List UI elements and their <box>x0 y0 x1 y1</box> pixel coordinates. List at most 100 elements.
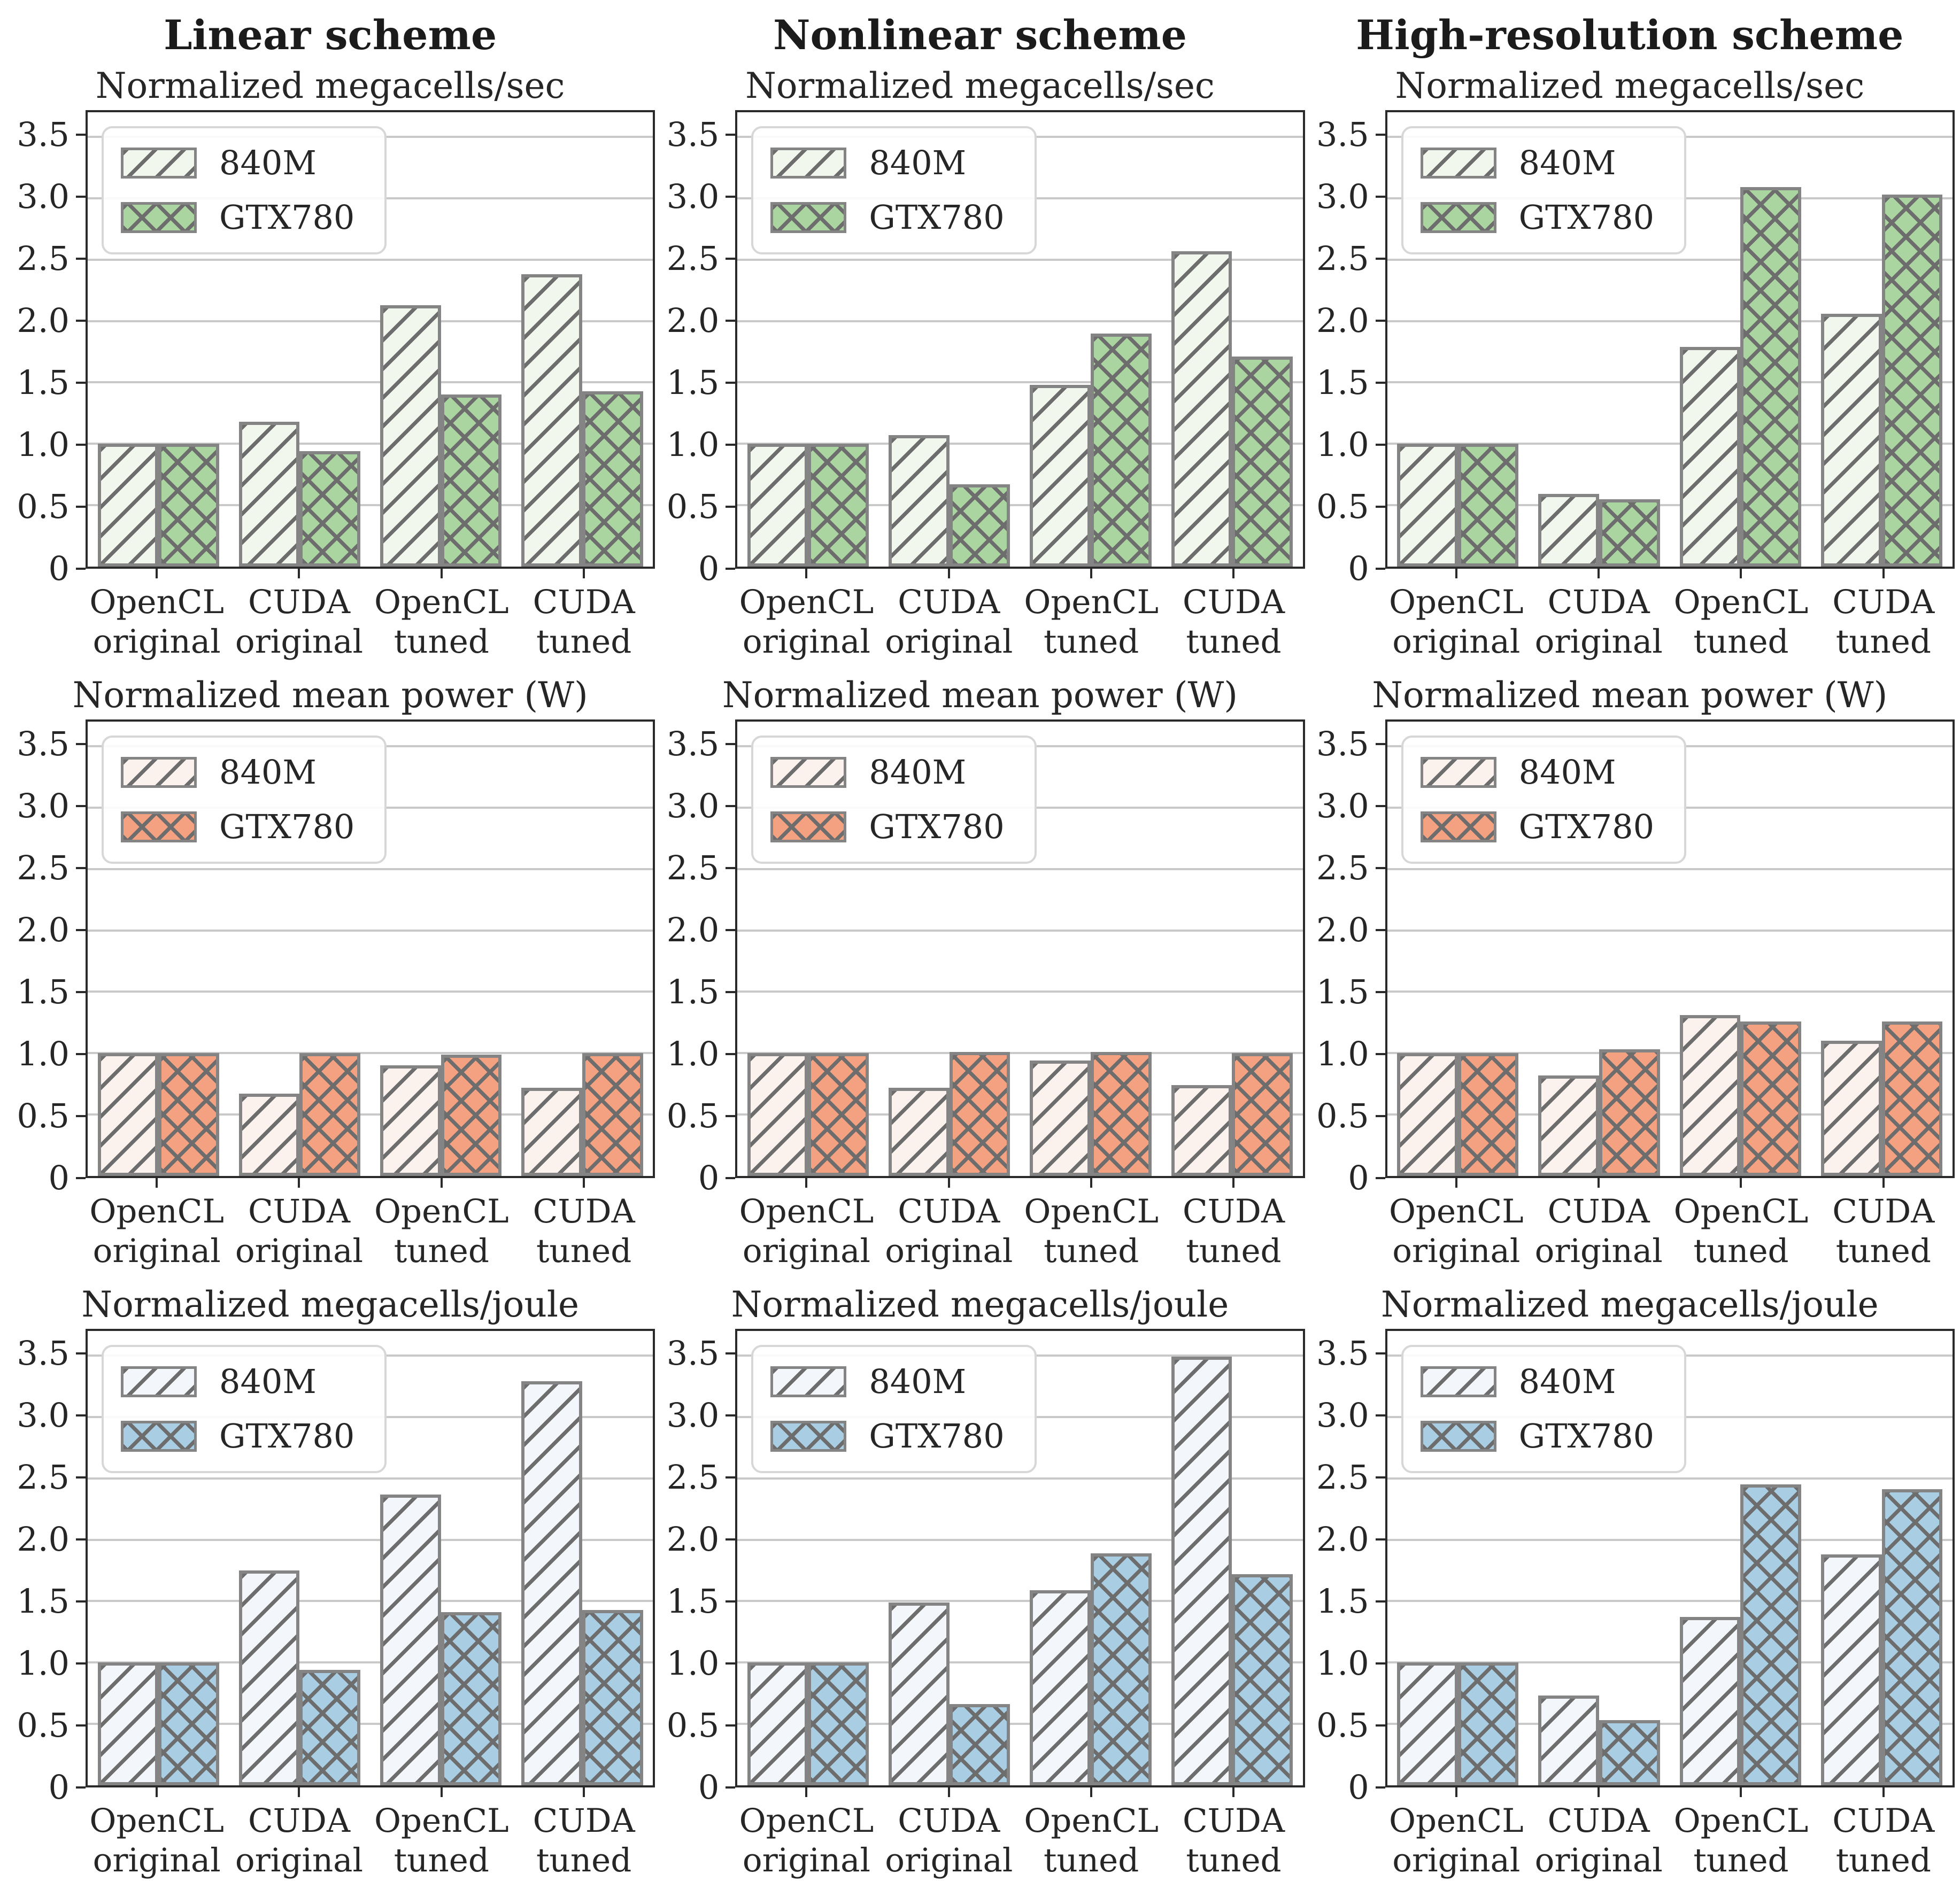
x-tick-label: OpenCL original <box>1389 583 1524 661</box>
column-title: High-resolution scheme <box>1356 11 1904 59</box>
x-tick-mark <box>583 1178 585 1188</box>
gridline <box>1387 1477 1953 1480</box>
y-tick-label: 3.5 <box>666 115 720 154</box>
x-tick-label: CUDA tuned <box>533 1193 635 1271</box>
legend: 840M GTX780 <box>751 126 1037 254</box>
x-tick-mark <box>1740 1178 1742 1188</box>
y-tick-mark <box>726 1352 736 1355</box>
y-tick-label: 0 <box>1348 1768 1369 1807</box>
y-tick-label: 1.0 <box>666 425 720 465</box>
chart-highres-mean-power: Normalized mean power (W) 0 0.5 1.0 1.5 2.0 2… <box>1305 671 1955 1270</box>
y-tick-label: 3.5 <box>666 724 720 764</box>
x-tick-mark <box>805 569 808 578</box>
chart-nonlinear-mean-power: Normalized mean power (W) 0 0.5 1.0 1.5 2.0 2… <box>655 671 1305 1270</box>
y-tick-mark <box>1375 1352 1385 1355</box>
gridline <box>1387 990 1953 993</box>
legend: 840M GTX780 <box>102 1345 387 1473</box>
gridline <box>737 504 1303 507</box>
x-tick-mark <box>805 1178 808 1188</box>
bar-840m-1 <box>889 1602 950 1785</box>
x-tick-mark <box>1090 1787 1093 1797</box>
legend-label-gtx780: GTX780 <box>869 1416 1005 1456</box>
y-tick-mark <box>726 444 736 446</box>
y-tick-label: 2.0 <box>17 910 70 950</box>
x-tick-label: CUDA original <box>885 1802 1013 1880</box>
x-tick-label: CUDA tuned <box>533 1802 635 1880</box>
x-tick-label: OpenCL original <box>89 1802 224 1880</box>
bar-840m-0 <box>1397 1662 1458 1785</box>
y-tick-mark <box>726 1053 736 1056</box>
y-tick-label: 2.5 <box>17 848 70 888</box>
plot-area: 840M GTX780 <box>735 719 1305 1178</box>
gridline <box>1387 258 1953 261</box>
y-tick-label: 1.0 <box>17 425 70 465</box>
y-tick-mark <box>726 1786 736 1789</box>
y-tick-mark <box>726 929 736 932</box>
x-tick-mark <box>1598 1178 1600 1188</box>
chart-linear-mean-power: Normalized mean power (W) 0 0.5 1.0 1.5 2.0 2… <box>5 671 655 1270</box>
y-tick-label: 0 <box>1348 549 1369 588</box>
legend-label-840m: 840M <box>219 1362 317 1401</box>
y-tick-mark <box>76 196 86 198</box>
legend-swatch-840m <box>1420 1366 1496 1397</box>
bar-840m-2 <box>1679 1617 1741 1785</box>
chart-title: Normalized megacells/joule <box>1380 1284 1879 1325</box>
bar-840m-3 <box>521 1087 583 1176</box>
chart-title: Normalized megacells/joule <box>731 1284 1229 1325</box>
legend-label-gtx780: GTX780 <box>869 198 1005 237</box>
x-tick-label: OpenCL tuned <box>1024 1193 1159 1271</box>
bar-gtx780-3 <box>1881 1021 1943 1176</box>
x-tick-mark <box>1090 569 1093 578</box>
y-tick-mark <box>76 1662 86 1665</box>
x-tick-mark <box>1090 1178 1093 1188</box>
legend-item-840m: 840M <box>121 756 354 789</box>
legend-item-840m: 840M <box>121 1365 354 1398</box>
x-tick-label: CUDA tuned <box>1182 1802 1285 1880</box>
y-tick-mark <box>1375 506 1385 508</box>
bar-gtx780-1 <box>1599 1049 1660 1176</box>
y-tick-mark <box>1375 1115 1385 1118</box>
legend-item-gtx780: GTX780 <box>121 1420 354 1453</box>
y-tick-mark <box>726 1476 736 1479</box>
y-tick-label: 2.0 <box>666 301 720 340</box>
x-tick-label: OpenCL tuned <box>374 1193 509 1271</box>
y-tick-mark <box>76 991 86 994</box>
y-tick-label: 3.0 <box>1316 786 1369 826</box>
x-tick-mark <box>1598 569 1600 578</box>
bar-gtx780-3 <box>1881 1489 1943 1785</box>
legend-swatch-840m <box>1420 148 1496 179</box>
bar-gtx780-3 <box>1232 1053 1293 1176</box>
x-tick-label: CUDA tuned <box>1182 583 1285 661</box>
x-tick-mark <box>947 1787 950 1797</box>
legend-swatch-gtx780 <box>121 1421 197 1452</box>
bar-840m-0 <box>747 444 808 567</box>
y-tick-mark <box>1375 1414 1385 1417</box>
y-tick-label: 0 <box>1348 1158 1369 1197</box>
bar-840m-3 <box>1821 1554 1882 1785</box>
y-tick-label: 0.5 <box>17 1706 70 1745</box>
plot-area: 840M GTX780 <box>86 719 655 1178</box>
bar-gtx780-1 <box>299 451 361 567</box>
y-tick-mark <box>76 1600 86 1603</box>
legend-label-gtx780: GTX780 <box>1518 1416 1655 1456</box>
bar-840m-1 <box>1538 1696 1600 1785</box>
y-tick-label: 1.0 <box>17 1644 70 1683</box>
column-title: Linear scheme <box>164 11 497 59</box>
y-tick-label: 3.5 <box>1316 724 1369 764</box>
x-tick-label: CUDA original <box>885 1193 1013 1271</box>
bar-840m-3 <box>1171 251 1232 567</box>
y-tick-label: 3.0 <box>666 1396 720 1435</box>
x-tick-mark <box>156 1787 158 1797</box>
bar-840m-1 <box>238 421 300 567</box>
y-tick-mark <box>76 805 86 808</box>
x-tick-label: CUDA original <box>885 583 1013 661</box>
legend-label-gtx780: GTX780 <box>869 807 1005 846</box>
y-tick-label: 0.5 <box>666 1706 720 1745</box>
y-tick-label: 1.5 <box>1316 972 1369 1012</box>
y-tick-mark <box>1375 320 1385 322</box>
y-tick-label: 2.5 <box>666 848 720 888</box>
y-tick-label: 3.5 <box>666 1334 720 1373</box>
x-tick-mark <box>1232 569 1235 578</box>
x-tick-label: OpenCL tuned <box>1673 583 1809 661</box>
y-tick-mark <box>1375 805 1385 808</box>
